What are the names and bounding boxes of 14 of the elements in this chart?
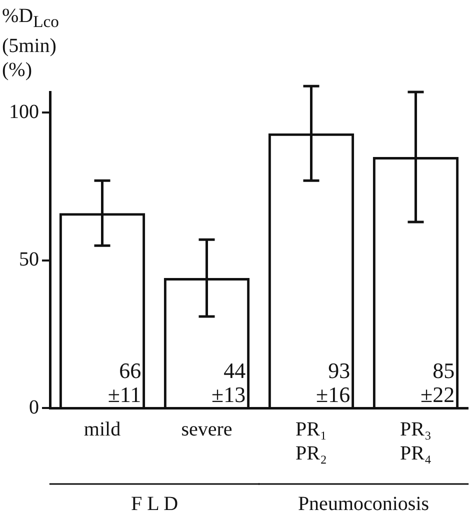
y-tick-label: 50 [19,248,39,271]
y-tick-label: 100 [9,100,39,123]
text: F L D [130,493,178,515]
data-label: 66 ±11 [108,358,142,407]
data-label: 44 ±13 [212,358,246,407]
x-tick-label: PR₁ PR₂ [296,418,327,464]
x-tick-label: severe [181,418,232,440]
data-label: 93 ±16 [316,358,350,407]
text: Pneumoconiosis [298,493,430,515]
y-tick-label: 0 [29,396,39,418]
y-axis-title: %D$_{Lco}$ (5min) (%) [2,4,60,82]
x-tick-label: PR₃ PR₄ [400,418,432,464]
x-tick-label: mild [84,418,121,440]
data-label: 85 ±22 [420,358,455,407]
